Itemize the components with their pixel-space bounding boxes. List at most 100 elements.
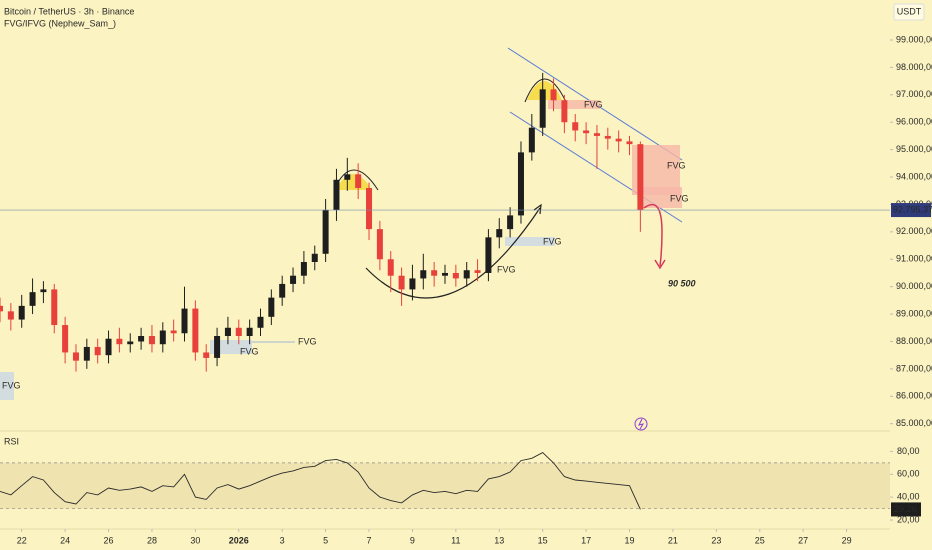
x-tick-label: 15 [538,535,548,545]
x-tick-label: 21 [668,535,678,545]
candle-body [593,133,600,136]
y-tick-label: 98.000,00 [896,62,932,72]
x-tick-label: 25 [755,535,765,545]
candle-body [550,89,557,101]
fvg-label: FVG [298,336,317,346]
y-tick-label: 92.000,00 [896,226,932,236]
candle-body [159,330,166,345]
fvg-zone [640,187,682,208]
x-tick-label: 23 [711,535,721,545]
candle-body [442,272,448,276]
candle-body [474,270,481,273]
candle-body [322,209,329,254]
candle-body [127,341,134,345]
candle-body [496,229,503,238]
y-tick-label: 96.000,00 [896,117,932,127]
candle-body [485,237,492,273]
fvg-label: FVG [670,193,689,203]
x-tick-label: 17 [581,535,591,545]
rsi-last-box [891,502,921,517]
fvg-zone [548,100,600,109]
candle-body [637,144,644,210]
fvg-label: FVG [240,346,259,356]
candle-body [268,297,275,317]
candle-body [246,327,253,336]
x-tick-label: 2026 [229,535,249,545]
x-tick-label: 30 [190,535,200,545]
fvg-label: FVG [667,160,686,170]
event-icon [638,418,645,430]
candle-body [626,141,633,145]
fvg-label: FVG [543,236,562,246]
arrow-head [533,203,542,215]
price-axis-bg [890,0,932,550]
candle-body [18,305,25,320]
candle-body [615,138,622,142]
candle-body [170,330,177,334]
last-price-box [891,203,931,218]
y-tick-label: 89.000,00 [896,308,932,318]
candle-body [0,305,3,312]
last-price-label: 92.795,37 [893,204,932,214]
candle-body [604,135,611,139]
candle-body [420,270,427,279]
candle-body [51,289,58,326]
candle-body [463,270,470,279]
y-tick-label: 86.000,00 [896,391,932,401]
currency-box [893,3,925,21]
candle-body [311,253,318,263]
candle-body [62,325,69,353]
candle-body [452,272,459,279]
candle-body [539,89,546,128]
candle-body [409,278,416,290]
candle-body [583,130,590,134]
y-tick-label: 99.000,00 [896,34,932,44]
candle-body [344,174,351,180]
top-arc [524,78,567,103]
x-tick-label: 3 [280,535,285,545]
candle-body [192,308,199,353]
candle-body [224,327,231,336]
x-tick-label: 19 [625,535,635,545]
chart-title: Bitcoin / TetherUS · 3h · Binance [4,6,134,16]
y-tick-label: 60,00 [897,469,920,479]
candle-body [83,346,90,361]
x-tick-label: 7 [367,535,372,545]
candle-body [517,152,524,216]
candle-body [181,308,188,334]
x-tick-label: 24 [60,535,70,545]
x-tick-label: 28 [147,535,157,545]
rsi-title: RSI [4,436,19,446]
candle-body [214,335,221,358]
rsi-band [0,462,890,509]
candle-body [561,100,568,123]
candle-body [398,275,405,290]
candle-body [376,229,383,260]
x-tick-label: 11 [451,535,460,545]
candle-body [29,292,36,306]
projection-arrow [643,203,663,267]
currency: USDT [897,6,922,16]
candle-body [333,179,340,210]
fvg-label: FVG [497,264,516,274]
y-tick-label: 80,00 [897,446,920,456]
candle-body [279,283,286,298]
candle-body [203,352,210,358]
arrow-head [654,259,666,270]
candle-body [105,338,112,356]
candle-body [431,270,438,276]
fvg-label: FVG [584,99,603,109]
indicator-name: FVG/IFVG (Nephew_Sam_) [4,18,116,28]
x-tick-label: 5 [323,535,328,545]
fvg-label: FVG [2,380,21,390]
candle-body [138,335,145,342]
fvg-zone [505,237,555,246]
x-tick-label: 22 [17,535,27,545]
x-tick-label: 13 [494,535,504,545]
x-tick-label: 29 [842,535,852,545]
candle-body [7,311,14,320]
candle-body [355,174,362,189]
y-tick-label: 40,00 [897,492,920,502]
candle-body [300,262,307,276]
